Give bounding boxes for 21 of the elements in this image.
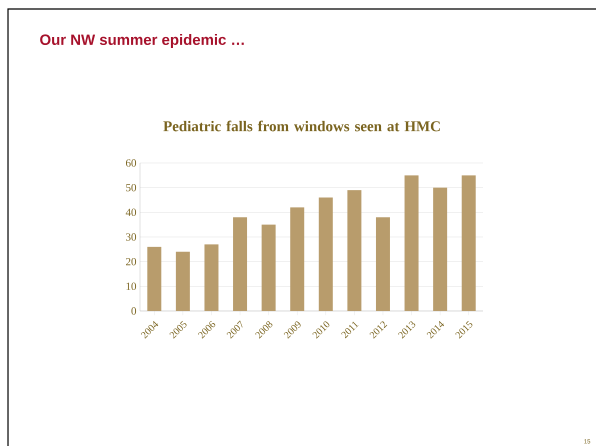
y-tick-label: 60	[126, 159, 136, 167]
chart-title: Our NW summer epidemic …	[40, 34, 244, 48]
bar	[347, 190, 362, 311]
y-tick-label: 20	[126, 258, 136, 266]
y-tick-label: 0	[131, 307, 136, 315]
bar	[290, 207, 304, 311]
bar	[176, 252, 190, 311]
bar	[262, 224, 276, 311]
bar	[433, 188, 448, 311]
chart-subtitle: Pediatric falls from windows seen at HMC	[163, 120, 440, 132]
y-tick-label: 40	[126, 208, 136, 216]
y-tick-label: 50	[126, 184, 136, 192]
y-tick-label: 10	[126, 282, 136, 290]
bar	[404, 175, 419, 311]
y-tick-label: 30	[126, 233, 136, 241]
bar	[233, 217, 248, 311]
bar	[147, 246, 162, 311]
bar	[318, 198, 333, 311]
bar	[376, 217, 390, 311]
bar	[204, 244, 218, 311]
bar	[462, 175, 476, 311]
